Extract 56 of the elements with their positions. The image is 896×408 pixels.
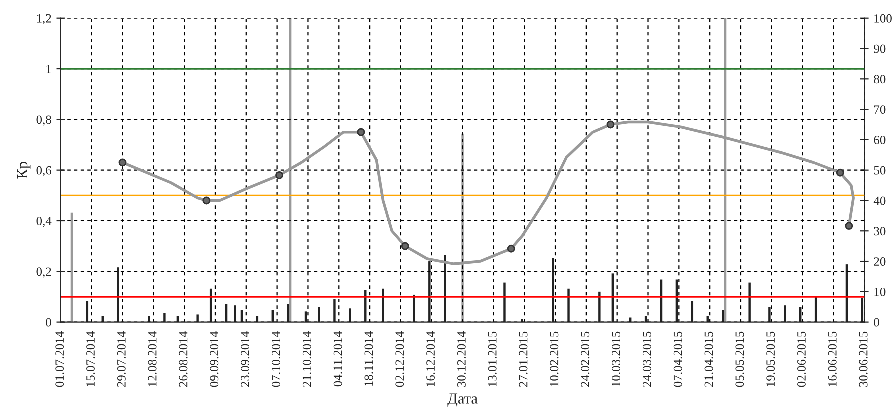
y2-tick-label: 30 bbox=[874, 227, 886, 236]
point bbox=[845, 222, 854, 230]
x-tick-label: 09.09.2014 bbox=[210, 332, 219, 388]
x-tick-label: 23.09.2014 bbox=[241, 332, 250, 388]
x-tick-label: 02.12.2014 bbox=[396, 332, 404, 388]
x-tick-label: 21.04.2015 bbox=[704, 332, 714, 388]
y-tick-label: 0,6 bbox=[36, 166, 52, 177]
y2-tick-label: 100 bbox=[874, 14, 892, 23]
x-tick-label: 02.06.2015 bbox=[798, 332, 806, 388]
y2-tick-label: 60 bbox=[874, 136, 886, 144]
x-tick-label: 04.11.2014 bbox=[334, 332, 342, 387]
y2-tick-label: 10 bbox=[874, 288, 886, 296]
x-tick-label: 30.12.2014 bbox=[457, 332, 466, 387]
x-tick-label: 10.02.2015 bbox=[550, 332, 559, 386]
x-tick-label: 12.08.2014 bbox=[148, 332, 157, 386]
x-tick-label: 30.06.2015 bbox=[859, 332, 868, 387]
x-tick-label: 24.02.2015 bbox=[581, 332, 590, 388]
point bbox=[276, 171, 284, 180]
x-axis-title: Дата bbox=[448, 394, 478, 408]
x-tick-label: 21.10.2014 bbox=[302, 332, 312, 388]
x-tick-label: 13.01.2015 bbox=[488, 332, 497, 386]
y-tick-label: 1 bbox=[46, 65, 52, 74]
y-tick-label: 0 bbox=[46, 318, 52, 327]
point bbox=[118, 158, 127, 167]
x-tick-label: 24.03.2015 bbox=[642, 332, 652, 388]
x-tick-label: 19.05.2015 bbox=[766, 332, 776, 386]
x-tick-label: 07.10.2014 bbox=[272, 332, 280, 388]
point bbox=[836, 168, 844, 177]
y2-tick-label: 80 bbox=[874, 75, 886, 84]
point bbox=[606, 120, 615, 129]
x-tick-label: 29.07.2014 bbox=[117, 332, 126, 388]
x-tick-label: 26.08.2014 bbox=[179, 332, 188, 388]
x-tick-label: 18.11.2014 bbox=[364, 332, 374, 386]
y-tick-label: 0,8 bbox=[36, 116, 52, 126]
point bbox=[357, 128, 366, 136]
x-tick-label: 27.01.2015 bbox=[519, 332, 528, 388]
y-tick-label: 0,2 bbox=[36, 268, 52, 278]
y-tick-label: 1,2 bbox=[37, 14, 52, 25]
x-tick-label: 10.03.2015 bbox=[612, 332, 621, 386]
x-tick-label: 16.12.2014 bbox=[426, 332, 436, 386]
y2-tick-label: 20 bbox=[874, 258, 886, 266]
x-tick-label: 05.05.2015 bbox=[736, 332, 744, 388]
y2-tick-label: 50 bbox=[874, 166, 886, 175]
y2-tick-label: 40 bbox=[874, 196, 886, 206]
y-tick-label: 0,4 bbox=[36, 217, 52, 228]
x-tick-label: 07.04.2015 bbox=[674, 332, 682, 388]
y2-tick-label: 70 bbox=[874, 106, 886, 114]
y2-tick-label: 90 bbox=[874, 44, 886, 54]
x-tick-label: 15.07.2014 bbox=[86, 332, 96, 386]
y-axis-title: Кр bbox=[17, 162, 31, 179]
point bbox=[507, 244, 516, 253]
point bbox=[401, 242, 410, 250]
y2-tick-label: 0 bbox=[874, 318, 880, 327]
x-tick-label: 16.06.2015 bbox=[828, 332, 837, 386]
point bbox=[202, 196, 211, 205]
x-tick-label: 01.07.2014 bbox=[56, 332, 64, 388]
